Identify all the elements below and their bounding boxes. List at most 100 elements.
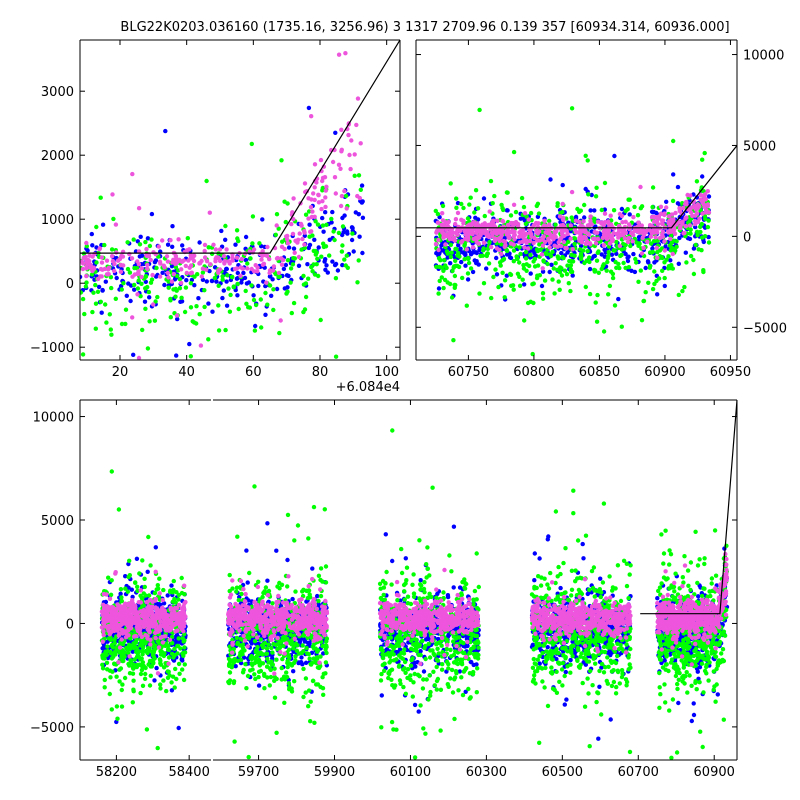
top-right-point — [625, 207, 630, 212]
bottom-season-2-point — [241, 655, 247, 660]
top-left-point — [194, 304, 199, 309]
top-right-point — [625, 239, 631, 245]
bottom-season-1-point — [115, 602, 120, 607]
top-left-point — [131, 352, 136, 357]
top-right-point — [515, 271, 521, 276]
top-left-point — [148, 280, 154, 285]
top-right-point — [687, 236, 693, 242]
top-left-point — [340, 243, 345, 248]
top-left-point — [319, 206, 324, 212]
top-left-point — [296, 263, 302, 268]
top-left-point — [274, 212, 280, 217]
bottom-season-1-point — [137, 620, 142, 625]
top-right-point — [694, 211, 700, 216]
top-right-point — [685, 192, 690, 198]
top-left-point — [150, 272, 155, 278]
top-left-point — [305, 262, 310, 267]
bottom-season-1-point — [146, 534, 151, 540]
top-right-point — [532, 264, 538, 269]
top-left-point — [104, 258, 110, 263]
bottom-season-1-point — [178, 615, 183, 620]
top-left-point — [99, 255, 105, 260]
top-left-point — [149, 237, 154, 242]
top-right-point — [434, 264, 439, 269]
top-left-point — [84, 280, 89, 285]
top-right-point — [583, 284, 588, 290]
bottom-season-1-point — [138, 690, 143, 696]
top-left-point — [303, 294, 309, 300]
top-left-point — [170, 244, 175, 249]
top-left-point — [136, 262, 142, 267]
top-left-point — [110, 192, 115, 197]
top-right-point — [528, 299, 533, 304]
top-left-point — [153, 299, 158, 304]
bottom-season-1-point — [109, 578, 114, 583]
top-left-point — [256, 283, 261, 289]
top-left-point — [338, 203, 344, 209]
top-right-point — [694, 229, 700, 234]
top-left-point — [310, 269, 315, 274]
top-left-point — [171, 271, 176, 277]
top-left-point — [265, 244, 270, 250]
top-right-point — [609, 222, 614, 227]
top-left-point — [115, 258, 121, 263]
top-right-point — [551, 266, 556, 271]
top-right-point — [519, 195, 525, 201]
top-left-point — [253, 323, 258, 329]
bottom-season-1-point — [131, 666, 136, 671]
top-left-point — [93, 301, 99, 306]
top-left-point — [148, 257, 153, 263]
top-left-point — [312, 272, 318, 277]
top-left-point — [290, 210, 295, 215]
top-right-point — [558, 210, 563, 216]
top-right-point — [587, 255, 592, 260]
top-right-point — [497, 247, 502, 253]
top-right-point — [517, 260, 522, 265]
top-left-point — [292, 250, 297, 255]
top-right-point — [522, 218, 528, 223]
top-left-point — [153, 258, 159, 263]
top-left-point — [320, 215, 325, 221]
top-right-point — [602, 180, 608, 186]
top-right-point — [508, 272, 514, 277]
top-right-point — [474, 259, 479, 264]
top-left-point — [169, 279, 175, 284]
top-left-point — [212, 275, 218, 281]
top-left-ytick-label: 1000 — [41, 213, 74, 228]
top-left-x-offset: +6.084e4 — [336, 380, 400, 395]
top-left-point — [125, 240, 130, 245]
top-right-point — [440, 211, 445, 216]
top-right-point — [459, 201, 464, 207]
top-left-point — [312, 185, 317, 190]
top-right-point — [522, 282, 527, 287]
top-right-point — [548, 240, 553, 245]
top-right-point — [593, 300, 598, 305]
bottom-season-1-point — [131, 678, 136, 683]
bottom-season-1-point — [167, 637, 173, 642]
top-left-point — [283, 219, 288, 225]
top-right-point — [548, 253, 554, 259]
bottom-season-2-point — [238, 660, 244, 666]
top-right-point — [607, 283, 613, 289]
top-left-point — [350, 225, 355, 231]
top-left-point — [260, 253, 265, 258]
top-left-point — [312, 162, 318, 167]
top-right-point — [459, 259, 464, 265]
bottom-season-1-point — [123, 601, 128, 606]
top-left-point — [88, 262, 93, 267]
top-left-point — [202, 242, 208, 248]
top-left-point — [90, 268, 95, 274]
top-left-point — [291, 300, 297, 306]
bottom-season-1-point — [102, 677, 108, 683]
top-right-point — [476, 262, 481, 267]
top-left-point — [255, 265, 260, 270]
top-left-point — [282, 199, 287, 204]
top-left-point — [283, 262, 289, 268]
top-left-point — [112, 268, 117, 274]
top-left-point — [221, 288, 226, 293]
bottom-season-2-point — [316, 795, 320, 799]
top-left-point — [259, 325, 264, 330]
top-right-point — [451, 264, 457, 269]
bottom-season-2-point — [258, 637, 263, 642]
bottom-season-1-point — [106, 575, 111, 580]
